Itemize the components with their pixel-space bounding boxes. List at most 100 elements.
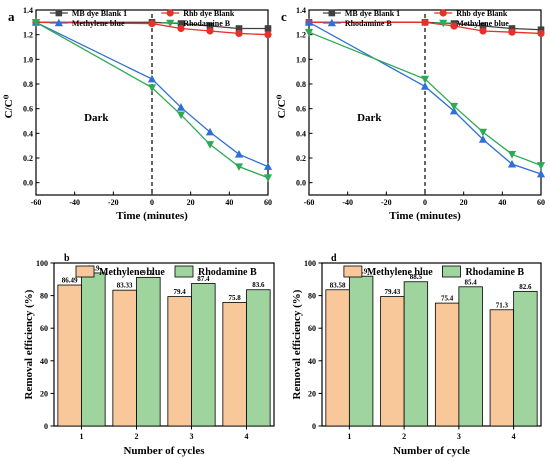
plot-frame — [53, 262, 275, 427]
y-tick-label: 0.6 — [296, 105, 306, 114]
data-point — [478, 135, 488, 143]
y-tick-label: 0.6 — [23, 105, 33, 114]
x-tick-label: -20 — [381, 198, 392, 207]
data-point — [536, 162, 546, 170]
y-tick-label: 1.0 — [23, 55, 33, 64]
data-point — [264, 25, 272, 32]
bar — [380, 296, 405, 427]
y-tick-label: 40 — [308, 357, 316, 366]
x-tick-label: 40 — [498, 198, 506, 207]
bar-value-label: 88.5 — [410, 273, 423, 281]
data-point — [508, 25, 516, 32]
data-point — [147, 84, 157, 92]
bar-value-label: 75.4 — [441, 295, 454, 303]
x-tick-label: 40 — [225, 198, 233, 207]
y-tick-label: 40 — [40, 357, 48, 366]
bar-value-label: 79.4 — [174, 288, 187, 296]
panel-c: -60 -40 -20 0 20 40 60 0.0 0.2 0.4 0.6 0.8 1.0 1.2 1.4… — [276, 6, 546, 222]
y-tick-label: 0.0 — [296, 179, 306, 188]
bar-value-label: 75.8 — [229, 294, 242, 302]
legend-marker — [54, 18, 63, 27]
data-point — [479, 22, 487, 30]
x-tick-label: -20 — [108, 198, 119, 207]
data-point — [537, 26, 545, 34]
data-point — [507, 159, 517, 168]
data-point — [234, 150, 244, 158]
x-tick-label: -60 — [31, 198, 42, 207]
x-tick-label: 60 — [537, 198, 545, 207]
x-axis-label: Time (minutes) — [389, 210, 461, 222]
bar — [513, 290, 538, 427]
legend-marker — [439, 19, 448, 28]
bar-value-label: 85.4 — [465, 278, 478, 286]
data-point — [449, 102, 459, 111]
series-line — [35, 21, 269, 168]
series-line — [308, 21, 542, 175]
bar — [167, 296, 192, 427]
data-point — [264, 31, 272, 39]
data-point — [507, 151, 517, 159]
y-tick-label: 100 — [36, 259, 48, 268]
legend-marker — [439, 9, 447, 17]
legend-label: MB dye Blank 1 — [72, 9, 127, 18]
legend-label: Rhodamine B — [198, 267, 257, 278]
data-point — [450, 22, 458, 30]
panel-letter: b — [64, 253, 70, 264]
x-axis-label: Time (minutes) — [116, 210, 188, 222]
panel-b: 020406080100186.4993.9283.3391.2379.487.… — [23, 253, 275, 457]
data-point — [176, 103, 186, 111]
legend-label: Rhodamine B — [345, 19, 393, 28]
bar — [136, 276, 161, 427]
legend-label: Rhodamine B — [465, 267, 524, 278]
x-tick-label: -40 — [69, 198, 80, 207]
bar — [434, 302, 460, 427]
bar — [348, 275, 374, 427]
x-tick-label: 4 — [245, 432, 249, 441]
legend-marker — [327, 18, 336, 27]
data-point — [508, 28, 516, 36]
x-tick-label: 3 — [190, 432, 194, 441]
bar-value-label: 91.2 — [142, 269, 155, 277]
bar — [458, 286, 483, 427]
legend-swatch — [343, 265, 363, 278]
y-tick-label: 1.4 — [296, 6, 306, 15]
legend-label: Methylene blue — [99, 267, 165, 278]
panel-letter: d — [331, 253, 337, 264]
y-tick-label: 0 — [312, 422, 316, 431]
data-point — [263, 162, 273, 170]
x-tick-label: 3 — [457, 432, 461, 441]
x-tick-label: 0 — [423, 198, 427, 207]
data-point — [147, 74, 157, 83]
y-axis-label: Removal efficiency (%) — [23, 289, 35, 399]
legend-marker — [166, 19, 175, 28]
y-tick-label: 80 — [308, 292, 316, 301]
legend-swatch — [174, 265, 194, 278]
series-line — [35, 21, 269, 36]
x-tick-label: 20 — [460, 198, 468, 207]
data-point — [206, 27, 214, 35]
x-axis-label: Number of cycles — [123, 445, 205, 457]
data-point — [304, 18, 314, 26]
data-point — [176, 111, 186, 120]
bar-value-label: 83.33 — [117, 282, 133, 290]
bar — [57, 284, 82, 427]
y-tick-label: 0.8 — [23, 80, 33, 89]
y-tick-label: 0.0 — [23, 179, 33, 188]
data-point — [420, 75, 430, 84]
data-point — [205, 127, 215, 136]
legend-label: MB dye Blank 1 — [345, 9, 400, 18]
data-point — [479, 27, 487, 35]
bar-value-label: 79.43 — [384, 288, 400, 296]
data-point — [536, 169, 546, 178]
bar-value-label: 83.58 — [330, 281, 346, 289]
y-tick-label: 0 — [44, 422, 48, 431]
data-point — [31, 19, 41, 27]
bar — [489, 309, 515, 427]
data-point — [478, 128, 488, 137]
bar — [112, 289, 137, 427]
dark-annotation: Dark — [357, 112, 382, 124]
legend-label: Rhb dye Blank — [183, 9, 235, 18]
y-tick-label: 0.4 — [296, 129, 306, 138]
bar — [325, 289, 350, 427]
data-point — [235, 29, 243, 38]
